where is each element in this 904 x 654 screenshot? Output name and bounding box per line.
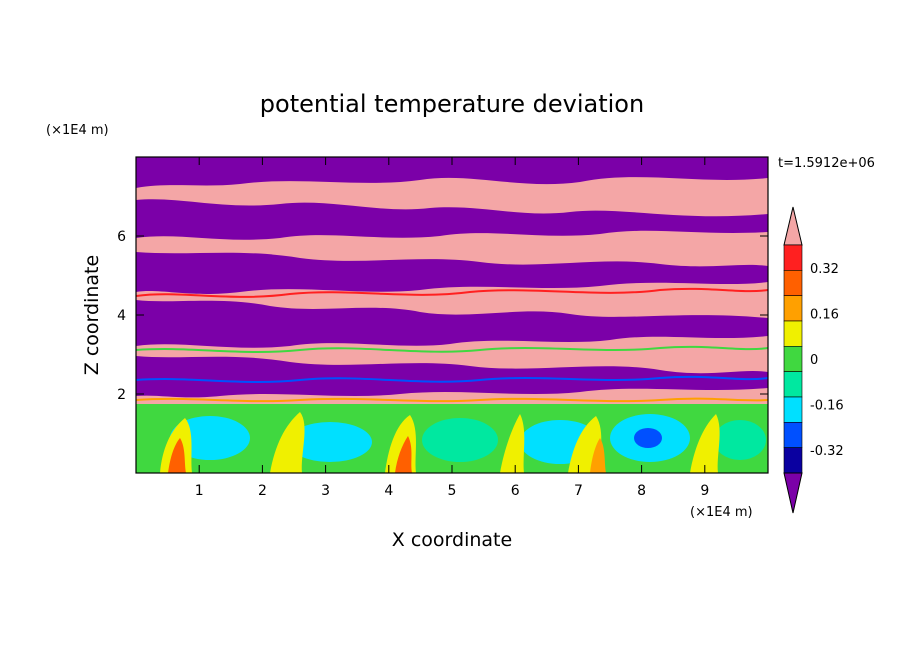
- transition-filament: [136, 287, 768, 298]
- colorbar-extend-bottom: [783, 472, 803, 514]
- purple-band: [136, 199, 768, 240]
- plume: [500, 414, 525, 473]
- y-tick-label: 6: [117, 229, 126, 245]
- transition-filament: [136, 375, 768, 383]
- colorbar-bin: [783, 396, 803, 423]
- y-axis-label: Z coordinate: [81, 255, 103, 375]
- plume: [590, 438, 606, 473]
- x-axis-ticks: 1 2 3 4 5 6 7 8 9: [195, 157, 709, 499]
- y-tick-label: 4: [117, 308, 126, 324]
- x-axis-label: X coordinate: [392, 529, 512, 551]
- colorbar-tick-label: 0.32: [810, 262, 839, 277]
- x-unit-label: (×1E4 m): [690, 505, 753, 520]
- colorbar-extend-top: [783, 206, 803, 246]
- y-axis-ticks: 2 4 6: [117, 229, 768, 403]
- colorbar-tick-label: 0.16: [810, 307, 839, 322]
- x-tick-label: 3: [321, 483, 330, 499]
- transition-filament: [136, 397, 768, 403]
- chart-title: potential temperature deviation: [260, 90, 644, 118]
- eddy: [422, 418, 498, 462]
- plume: [690, 414, 720, 473]
- colorbar-bin: [783, 270, 803, 296]
- plot-area: [136, 157, 768, 473]
- colorbar-tick-label: -0.32: [810, 444, 844, 459]
- x-tick-label: 4: [384, 483, 393, 499]
- colorbar-tick-label: -0.16: [810, 399, 844, 414]
- colorbar-bin: [783, 244, 803, 271]
- x-tick-label: 8: [637, 483, 646, 499]
- colorbar-bin: [783, 295, 803, 322]
- x-tick-label: 1: [195, 483, 204, 499]
- plume: [395, 436, 412, 473]
- colorbar-bin: [783, 346, 803, 372]
- colorbar-bin: [783, 422, 803, 448]
- purple-band: [136, 300, 768, 348]
- x-tick-label: 7: [574, 483, 583, 499]
- y-unit-label: (×1E4 m): [46, 123, 109, 138]
- x-tick-label: 6: [511, 483, 520, 499]
- eddy: [288, 422, 372, 462]
- purple-band: [136, 157, 768, 188]
- y-tick-label: 2: [117, 387, 126, 403]
- x-tick-label: 9: [700, 483, 709, 499]
- x-tick-label: 5: [448, 483, 457, 499]
- eddy: [714, 420, 766, 460]
- purple-band: [136, 252, 768, 294]
- colorbar-tick-label: 0: [810, 353, 818, 368]
- time-label: t=1.5912e+06: [778, 156, 875, 171]
- colorbar-bin: [783, 320, 803, 347]
- plume: [168, 438, 186, 473]
- x-tick-label: 2: [258, 483, 267, 499]
- transition-filament: [136, 345, 768, 353]
- colorbar-bin: [783, 371, 803, 398]
- plume: [270, 412, 305, 473]
- colorbar-bin: [783, 447, 803, 474]
- purple-band: [136, 356, 768, 398]
- colorbar: 0.32 0.16 0 -0.16 -0.32: [783, 206, 844, 514]
- eddy-core: [634, 428, 662, 448]
